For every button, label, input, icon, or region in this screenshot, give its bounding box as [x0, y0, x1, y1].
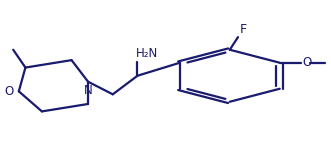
Text: O: O: [303, 56, 312, 69]
Text: N: N: [84, 84, 92, 97]
Text: O: O: [5, 85, 14, 98]
Text: F: F: [240, 23, 247, 36]
Text: H₂N: H₂N: [136, 47, 158, 60]
